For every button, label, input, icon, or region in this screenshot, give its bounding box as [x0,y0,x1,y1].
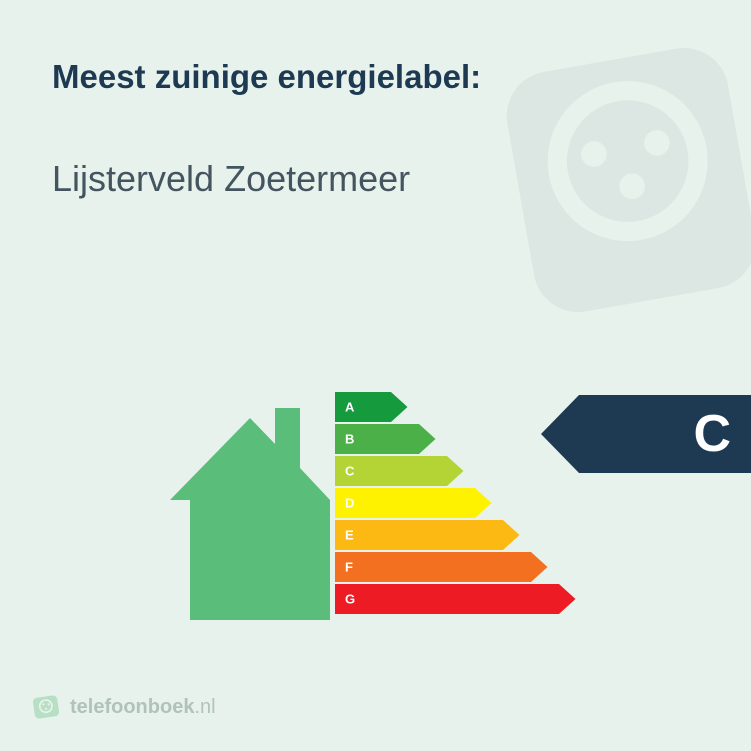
location-name: Lijsterveld Zoetermeer [52,158,410,200]
phonebook-icon [32,693,60,721]
footer-brand-name: telefoonboek [70,696,194,718]
footer-brand-tld: .nl [194,696,215,718]
energy-rating-badge: C [541,395,751,473]
footer-brand: telefoonboek.nl [32,693,216,721]
bar-label: D [345,496,354,511]
bar-label: G [345,592,355,607]
bar-label: C [345,464,354,479]
bar-label: B [345,432,354,447]
bar-label: F [345,560,353,575]
energy-label-chart: A B C D E F G [170,370,570,630]
footer-text: telefoonboek.nl [70,696,216,719]
house-icon [170,370,330,630]
page-title: Meest zuinige energielabel: [52,58,481,96]
energy-rating-letter: C [693,404,731,464]
bar-label: A [345,400,354,415]
watermark-phone-icon [446,0,751,365]
bar-label: E [345,528,354,543]
